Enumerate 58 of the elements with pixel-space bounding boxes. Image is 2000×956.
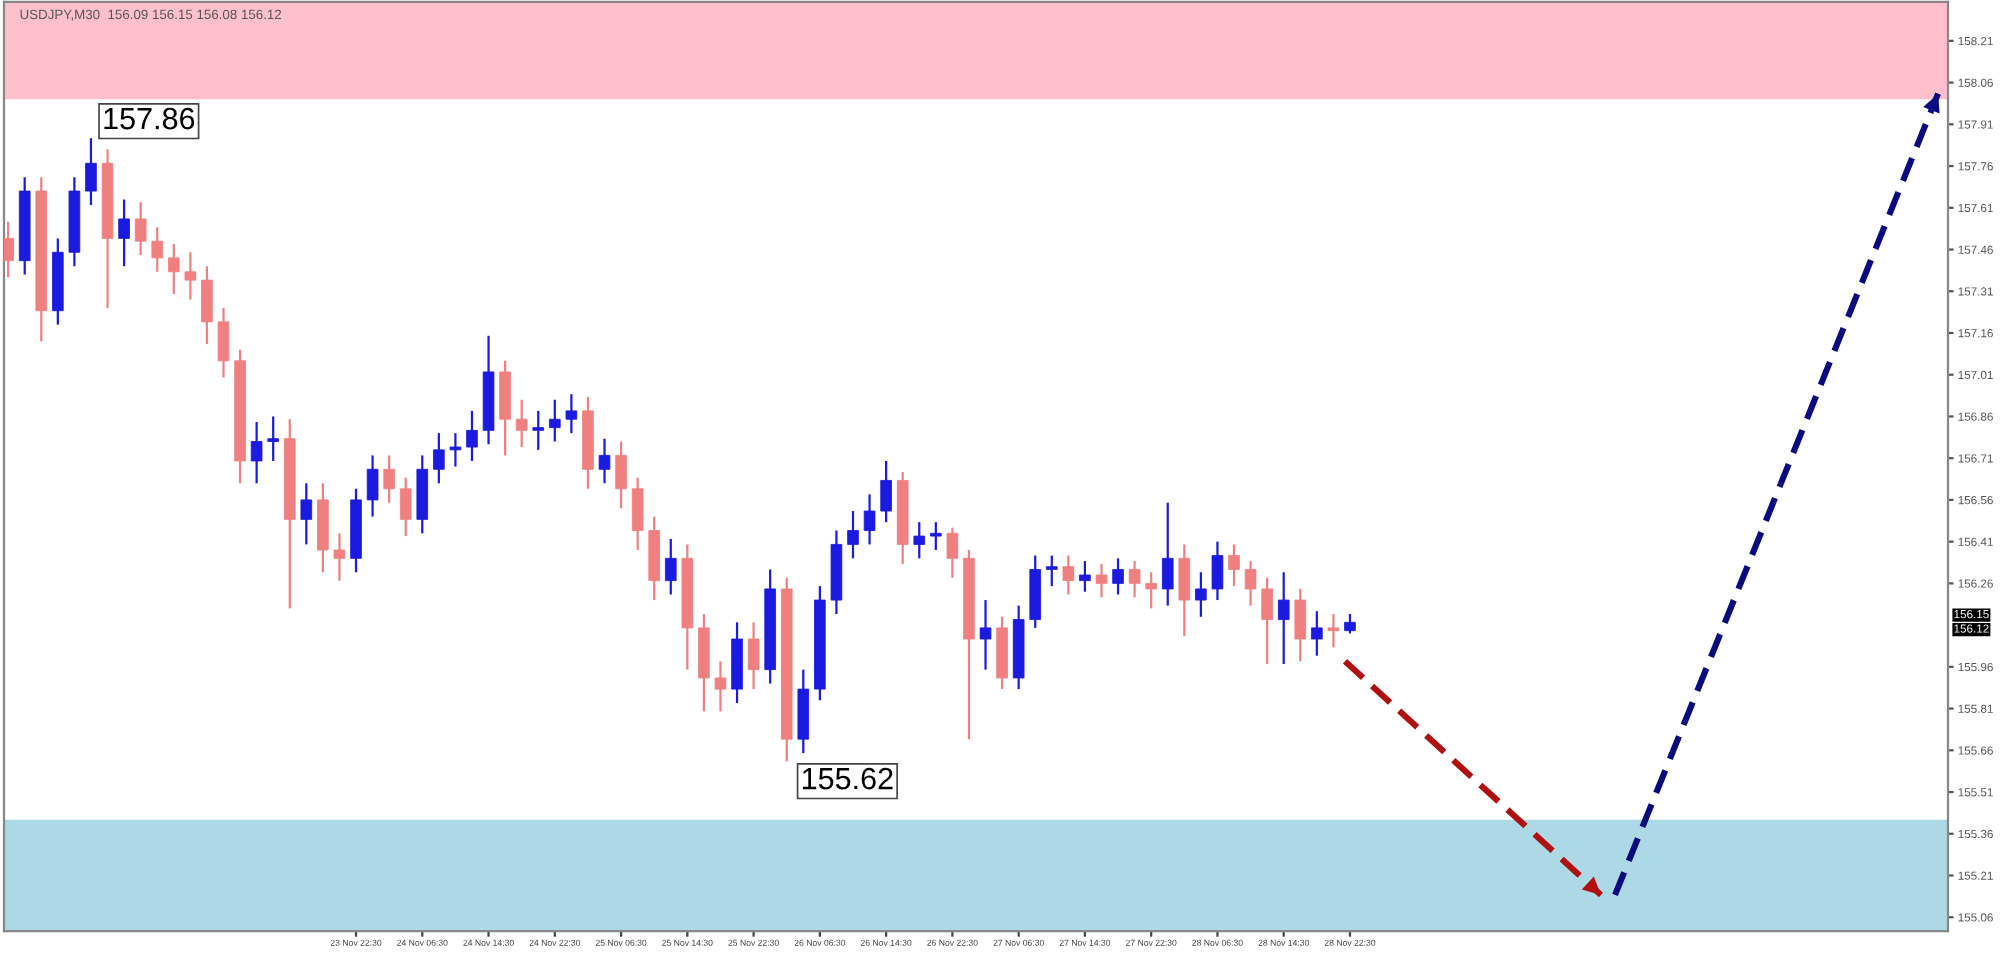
candlestick xyxy=(913,521,926,560)
candlestick xyxy=(1228,543,1240,588)
candlestick xyxy=(946,526,959,579)
candlestick xyxy=(85,137,97,207)
candlestick xyxy=(615,440,627,510)
candlestick xyxy=(1079,560,1091,593)
candlestick xyxy=(383,454,395,504)
candlestick xyxy=(1145,571,1157,610)
candlestick xyxy=(549,398,561,443)
candlestick xyxy=(201,265,213,346)
candlestick xyxy=(168,242,180,296)
candlestick xyxy=(1095,562,1108,599)
candlestick xyxy=(847,509,859,560)
candlestick xyxy=(1244,560,1257,607)
candlestick xyxy=(300,482,313,546)
candlestick xyxy=(4,220,14,279)
candlestick xyxy=(1211,540,1224,602)
annotation: 157.86 xyxy=(104,107,195,130)
candlestick xyxy=(499,359,511,457)
candlestick xyxy=(1178,543,1191,638)
candlestick xyxy=(217,306,230,379)
candlestick xyxy=(1128,560,1141,599)
candlestick xyxy=(863,493,876,546)
annotation: 155.62 xyxy=(802,767,893,790)
candlestick xyxy=(598,437,611,485)
candlestick xyxy=(631,476,644,552)
candlestick xyxy=(979,598,992,671)
candlestick xyxy=(1261,576,1273,666)
candlestick xyxy=(1344,612,1356,635)
candlestick xyxy=(1161,501,1174,607)
candlestick xyxy=(565,393,578,435)
candlestick xyxy=(714,660,727,713)
candlestick xyxy=(151,226,164,273)
candlestick xyxy=(664,537,677,596)
candlestick xyxy=(250,420,263,485)
candlestick xyxy=(267,415,279,463)
candlestick xyxy=(184,251,197,301)
candlestick xyxy=(333,532,346,582)
candlestick xyxy=(399,476,412,538)
candlestick xyxy=(1277,571,1290,666)
candlestick xyxy=(880,459,892,524)
candlestick xyxy=(366,454,379,518)
candlestick xyxy=(1112,557,1124,596)
candlestick xyxy=(1195,571,1207,618)
candlestick xyxy=(515,398,528,449)
candlestick xyxy=(118,198,130,268)
candlestick xyxy=(134,201,147,257)
candlestick xyxy=(747,621,760,691)
candlestick xyxy=(449,432,462,468)
candlestick xyxy=(1311,610,1323,657)
candlestick xyxy=(1327,612,1340,649)
candlestick xyxy=(466,409,478,463)
candlestick xyxy=(1062,554,1075,596)
candlestick xyxy=(532,409,545,451)
candlestick xyxy=(433,432,445,485)
candlestick xyxy=(1294,587,1307,663)
candlestick xyxy=(1045,554,1058,588)
candlestick xyxy=(930,521,942,552)
